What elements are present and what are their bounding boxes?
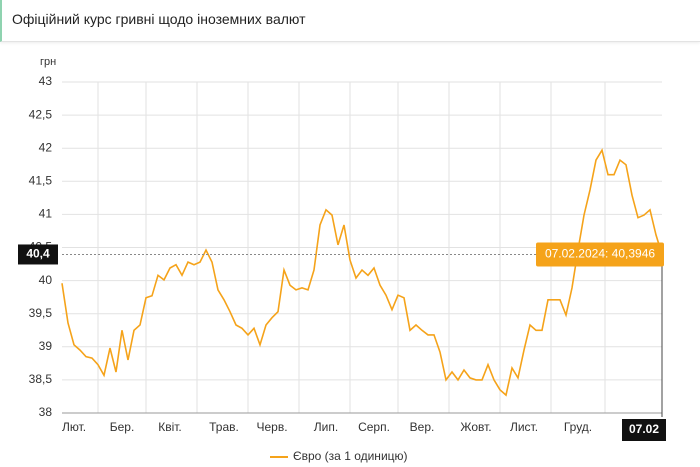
x-tick-label: Лют.: [62, 420, 86, 434]
y-tick-label: 41,5: [29, 173, 53, 187]
crosshair-x-box: [622, 419, 666, 441]
header: Офіційний курс гривні щодо іноземних вал…: [0, 0, 700, 42]
y-tick-label: 42,5: [29, 107, 53, 121]
y-tick-label: 43: [39, 74, 53, 88]
x-tick-label: Квіт.: [158, 420, 182, 434]
legend-label: Євро (за 1 одиницю): [293, 449, 408, 463]
y-tick-label: 40: [39, 273, 53, 287]
tooltip: 07.02.2024: 40,3946: [545, 247, 655, 261]
y-tick-label: 41: [39, 207, 53, 221]
y-tick-label: 38,5: [29, 372, 53, 386]
tooltip-box: [536, 242, 664, 267]
x-tick-label: Жовт.: [460, 420, 491, 434]
y-tick-label: 39,5: [29, 306, 53, 320]
page-title: Офіційний курс гривні щодо іноземних вал…: [12, 11, 306, 27]
x-tick-label: Вер.: [410, 420, 435, 434]
y-tick-label: 38: [39, 405, 53, 419]
x-tick-label: Черв.: [256, 420, 287, 434]
crosshair-y-label: 40,4: [26, 247, 50, 261]
crosshair-y-box: [18, 244, 58, 265]
x-tick-label: Серп.: [358, 420, 390, 434]
y-tick-label: 42: [39, 140, 53, 154]
series-line: [61, 148, 663, 397]
y-tick-label: 39: [39, 339, 53, 353]
x-tick-label: Лип.: [314, 420, 338, 434]
x-tick-label: Бер.: [110, 420, 135, 434]
y-axis-label: грн: [40, 56, 56, 68]
crosshair-x-label: 07.02: [629, 422, 659, 436]
x-tick-label: Груд.: [564, 420, 592, 434]
x-tick-label: Трав.: [209, 420, 239, 434]
x-tick-label: Лист.: [510, 420, 538, 434]
